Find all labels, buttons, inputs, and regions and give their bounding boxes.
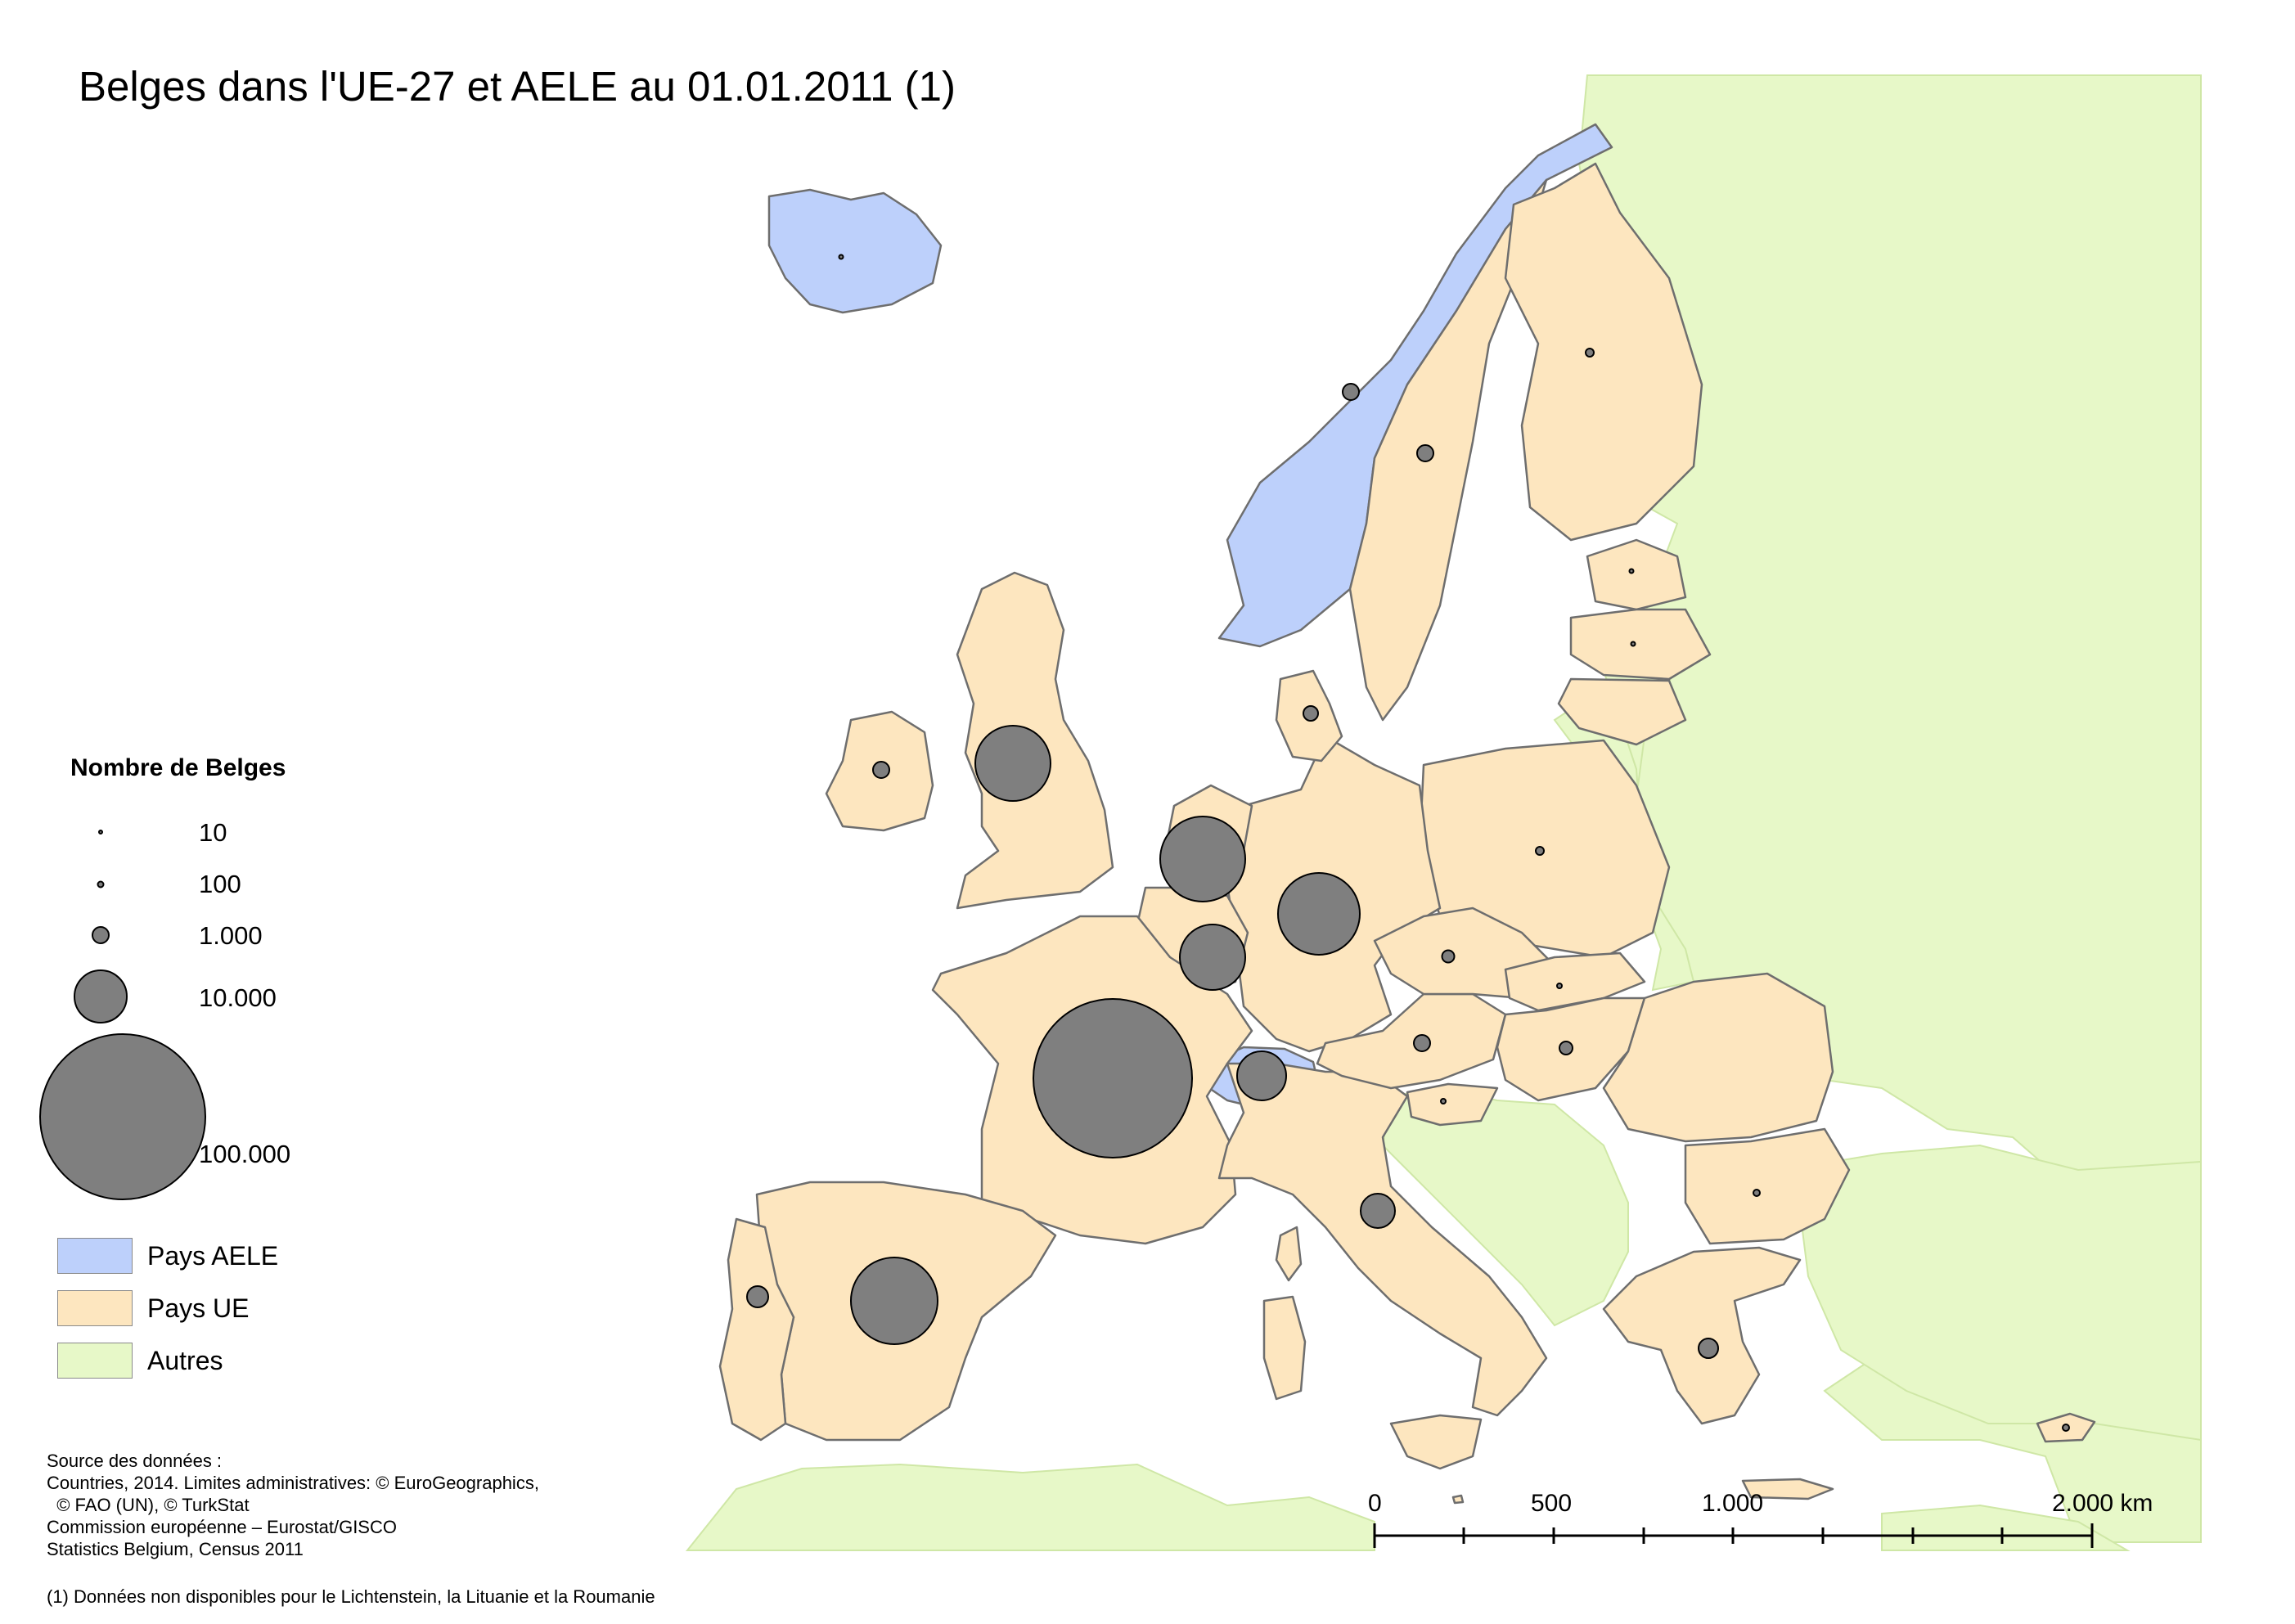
country-latvia bbox=[1569, 608, 1712, 681]
legend-label-100: 100 bbox=[199, 870, 241, 898]
legend-label-aele: Pays AELE bbox=[147, 1241, 279, 1271]
island-malta bbox=[1451, 1494, 1465, 1505]
island-crete bbox=[1741, 1478, 1834, 1500]
legend-swatch-ue bbox=[57, 1290, 133, 1326]
country-sweden bbox=[1348, 178, 1548, 722]
country-slovakia bbox=[1504, 951, 1646, 1012]
symbol-portugal bbox=[746, 1285, 769, 1308]
legend-circle-100 bbox=[97, 880, 105, 888]
country-austria bbox=[1316, 992, 1507, 1090]
country-greece bbox=[1602, 1246, 1802, 1425]
country-finland bbox=[1504, 162, 1703, 542]
land-north-africa bbox=[685, 1463, 1375, 1551]
symbol-austria bbox=[1413, 1034, 1431, 1052]
symbol-czech bbox=[1441, 949, 1456, 964]
legend-circle-1000 bbox=[92, 926, 110, 944]
source-line: Source des données : bbox=[47, 1451, 223, 1471]
symbol-iceland bbox=[838, 254, 844, 260]
country-bulgaria bbox=[1684, 1127, 1851, 1245]
country-romania bbox=[1602, 972, 1834, 1143]
legend-label-ue: Pays UE bbox=[147, 1293, 250, 1323]
source-line: Countries, 2014. Limites administratives… bbox=[47, 1473, 539, 1493]
legend-label-autres: Autres bbox=[147, 1346, 223, 1375]
symbol-greece bbox=[1698, 1338, 1719, 1359]
symbol-poland bbox=[1535, 846, 1545, 856]
land-balkans bbox=[1381, 1086, 1629, 1327]
symbol-norway bbox=[1342, 383, 1360, 401]
symbol-italy bbox=[1360, 1193, 1396, 1229]
symbol-luxembourg bbox=[1179, 924, 1246, 991]
country-estonia bbox=[1586, 538, 1687, 611]
scale-label-0: 0 bbox=[1368, 1490, 1382, 1517]
footnote: (1) Données non disponibles pour le Lich… bbox=[47, 1586, 655, 1607]
legend-circles bbox=[39, 830, 206, 1200]
land-north-africa-east bbox=[1881, 1504, 2131, 1551]
source-line: Commission européenne – Eurostat/GISCO bbox=[47, 1517, 397, 1537]
symbol-ireland bbox=[872, 761, 890, 779]
symbol-hungary bbox=[1559, 1041, 1573, 1055]
island-corsica bbox=[1275, 1226, 1303, 1282]
legend-title: Nombre de Belges bbox=[70, 754, 286, 781]
symbol-spain bbox=[850, 1257, 938, 1345]
scale-label-2000-km: 2.000 km bbox=[2052, 1490, 2153, 1517]
symbol-france bbox=[1033, 998, 1193, 1158]
symbol-latvia bbox=[1630, 641, 1636, 647]
land-russia-east bbox=[1553, 74, 2202, 1543]
scale-label-500: 500 bbox=[1531, 1490, 1573, 1517]
source-line: Statistics Belgium, Census 2011 bbox=[47, 1539, 304, 1559]
map-title: Belges dans l'UE-27 et AELE au 01.01.201… bbox=[79, 63, 956, 110]
country-slovenia bbox=[1406, 1082, 1499, 1127]
scale-bar bbox=[1373, 1523, 2094, 1548]
symbol-estonia bbox=[1628, 568, 1635, 574]
legend-label-10000: 10.000 bbox=[199, 983, 277, 1012]
symbol-netherlands bbox=[1159, 816, 1246, 902]
symbol-sweden bbox=[1416, 444, 1434, 462]
symbol-bulgaria bbox=[1753, 1189, 1761, 1197]
legend-label-100000: 100.000 bbox=[199, 1140, 291, 1168]
symbol-germany bbox=[1277, 872, 1361, 956]
country-portugal bbox=[718, 1217, 795, 1442]
other-countries-layer bbox=[685, 74, 2202, 1551]
island-sardinia bbox=[1262, 1295, 1307, 1401]
legend-label-1000: 1.000 bbox=[199, 921, 263, 950]
symbol-cyprus bbox=[2062, 1424, 2070, 1432]
legend-circle-100000 bbox=[39, 1033, 206, 1200]
symbol-slovakia bbox=[1556, 983, 1563, 989]
symbol-denmark bbox=[1303, 705, 1319, 722]
island-sicily bbox=[1389, 1414, 1483, 1470]
proportional-symbols bbox=[746, 254, 2070, 1432]
legend-label-10: 10 bbox=[199, 818, 227, 847]
scale-label-1000: 1.000 bbox=[1702, 1490, 1764, 1517]
legend-swatch-aele bbox=[57, 1238, 133, 1274]
source-line: © FAO (UN), © TurkStat bbox=[47, 1495, 250, 1515]
country-lithuania bbox=[1557, 677, 1687, 746]
source-credits: Source des données : Countries, 2014. Li… bbox=[47, 1450, 539, 1560]
country-iceland bbox=[767, 188, 943, 314]
symbol-slovenia bbox=[1440, 1098, 1447, 1104]
legend-circle-10 bbox=[98, 830, 103, 834]
symbol-uk bbox=[974, 725, 1051, 802]
legend-circle-10000 bbox=[74, 969, 128, 1023]
symbol-switzerland bbox=[1236, 1050, 1287, 1101]
legend-swatch-autres bbox=[57, 1343, 133, 1379]
symbol-finland bbox=[1585, 348, 1595, 358]
